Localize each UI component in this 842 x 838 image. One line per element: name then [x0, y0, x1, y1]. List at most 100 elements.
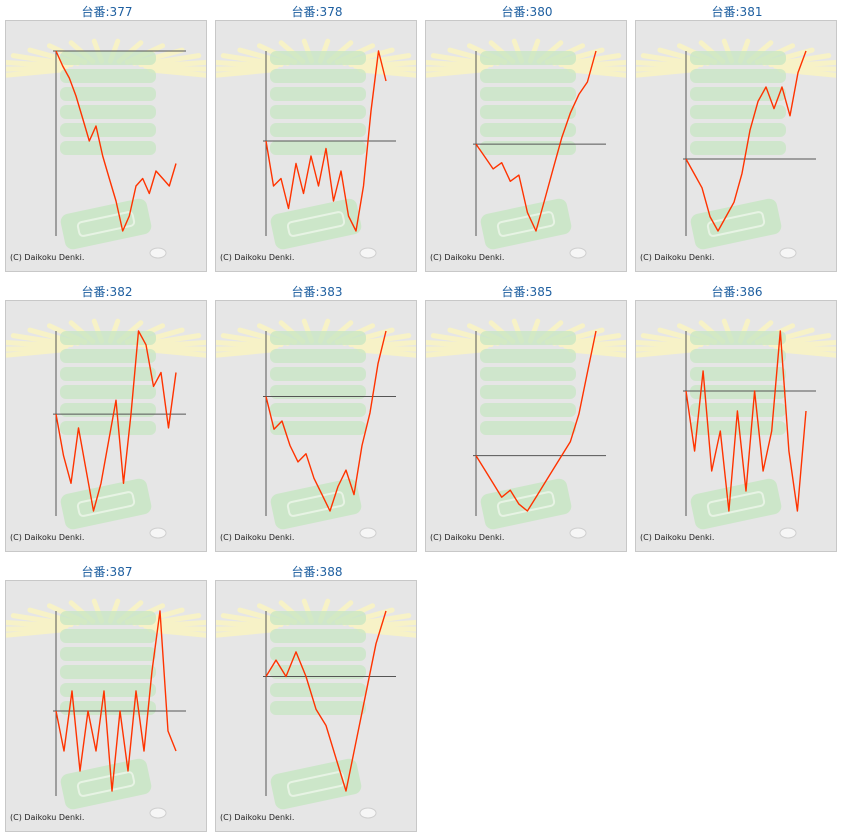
data-series-line	[475, 330, 597, 512]
background-tray	[690, 421, 786, 435]
background-ray	[10, 333, 74, 348]
chart-title[interactable]: 台番:385	[501, 285, 553, 299]
background-art	[6, 598, 206, 819]
chart-title[interactable]: 台番:388	[291, 565, 343, 579]
chart-panel[interactable]: (C) Daikoku Denki.	[635, 20, 837, 272]
chart-title[interactable]: 台番:377	[81, 5, 133, 19]
background-tray	[60, 331, 156, 345]
background-ray	[636, 65, 696, 72]
background-ray	[358, 627, 416, 638]
background-ray	[6, 627, 64, 638]
background-ray	[216, 625, 276, 632]
background-ray	[220, 53, 284, 68]
chart-title[interactable]: 台番:382	[81, 285, 133, 299]
background-base-inner	[496, 211, 556, 237]
background-tray	[690, 141, 786, 155]
chart-panel[interactable]: (C) Daikoku Denki.	[425, 300, 627, 552]
background-base-tray	[270, 478, 362, 530]
background-base-inner	[706, 211, 766, 237]
background-tray	[480, 51, 576, 65]
background-tray	[270, 629, 366, 643]
background-tray	[60, 611, 156, 625]
chart-svg	[636, 38, 836, 259]
background-ray	[636, 347, 694, 358]
background-art	[6, 38, 206, 259]
background-tray	[480, 403, 576, 417]
chart-title[interactable]: 台番:381	[711, 5, 763, 19]
background-ray	[143, 340, 206, 349]
background-ray	[6, 340, 69, 349]
background-tray	[480, 331, 576, 345]
background-ray	[778, 347, 836, 358]
chart-svg	[426, 38, 626, 259]
background-ray	[216, 340, 279, 349]
background-ray	[353, 60, 416, 69]
background-tray	[60, 123, 156, 137]
background-tray	[690, 331, 786, 345]
background-ray	[426, 347, 484, 358]
background-ray	[216, 67, 274, 78]
data-series-line	[55, 50, 177, 232]
chart-cell: 台番:385 (C) Daikoku Denki.	[425, 280, 629, 554]
background-tray	[270, 69, 366, 83]
chart-title[interactable]: 台番:387	[81, 565, 133, 579]
background-coin	[779, 247, 797, 259]
background-tray	[60, 69, 156, 83]
chart-panel[interactable]: (C) Daikoku Denki.	[215, 20, 417, 272]
background-ray	[430, 53, 494, 68]
background-ray	[778, 67, 836, 78]
chart-svg	[6, 598, 206, 819]
background-tray	[60, 665, 156, 679]
background-ray	[426, 60, 489, 69]
background-base-inner	[286, 771, 346, 797]
background-base-tray	[60, 758, 152, 810]
background-ray	[353, 340, 416, 349]
background-ray	[636, 67, 694, 78]
chart-title[interactable]: 台番:386	[711, 285, 763, 299]
background-coin	[359, 807, 377, 819]
background-base-tray	[480, 478, 572, 530]
chart-panel[interactable]: (C) Daikoku Denki.	[5, 20, 207, 272]
background-ray	[216, 60, 279, 69]
background-coin	[569, 247, 587, 259]
background-tray	[60, 385, 156, 399]
chart-panel[interactable]: (C) Daikoku Denki.	[425, 20, 627, 272]
chart-panel[interactable]: (C) Daikoku Denki.	[5, 580, 207, 832]
background-ray	[6, 345, 66, 352]
background-tray	[60, 647, 156, 661]
chart-panel[interactable]: (C) Daikoku Denki.	[215, 580, 417, 832]
background-ray	[10, 613, 74, 628]
background-ray	[6, 625, 66, 632]
background-tray	[690, 349, 786, 363]
background-art	[636, 38, 836, 259]
background-art	[426, 318, 626, 539]
chart-cell: 台番:380 (C) Daikoku Denki.	[425, 0, 629, 274]
background-tray	[480, 385, 576, 399]
chart-cell: 台番:378 (C) Daikoku Denki.	[215, 0, 419, 274]
background-tray	[270, 385, 366, 399]
copyright-text: (C) Daikoku Denki.	[430, 253, 505, 262]
chart-title[interactable]: 台番:378	[291, 5, 343, 19]
background-tray	[60, 629, 156, 643]
chart-cell: 台番:377 (C) Daikoku Denki.	[5, 0, 209, 274]
background-ray	[636, 345, 696, 352]
background-tray	[690, 367, 786, 381]
chart-panel[interactable]: (C) Daikoku Denki.	[5, 300, 207, 552]
background-tray	[270, 123, 366, 137]
chart-panel[interactable]: (C) Daikoku Denki.	[635, 300, 837, 552]
background-tray	[690, 385, 786, 399]
chart-panel[interactable]: (C) Daikoku Denki.	[215, 300, 417, 552]
copyright-text: (C) Daikoku Denki.	[640, 533, 715, 542]
chart-title[interactable]: 台番:383	[291, 285, 343, 299]
background-tray	[270, 683, 366, 697]
background-ray	[773, 60, 836, 69]
chart-cell: 台番:383 (C) Daikoku Denki.	[215, 280, 419, 554]
background-tray	[60, 141, 156, 155]
chart-cell: 台番:386 (C) Daikoku Denki.	[635, 280, 839, 554]
chart-title[interactable]: 台番:380	[501, 5, 553, 19]
background-ray	[563, 60, 626, 69]
background-coin	[569, 527, 587, 539]
background-ray	[358, 67, 416, 78]
background-art	[216, 598, 416, 819]
